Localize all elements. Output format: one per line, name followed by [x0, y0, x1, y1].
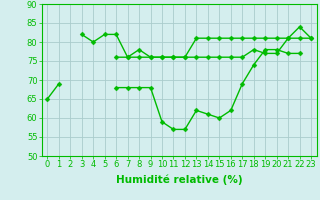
X-axis label: Humidité relative (%): Humidité relative (%)	[116, 175, 243, 185]
